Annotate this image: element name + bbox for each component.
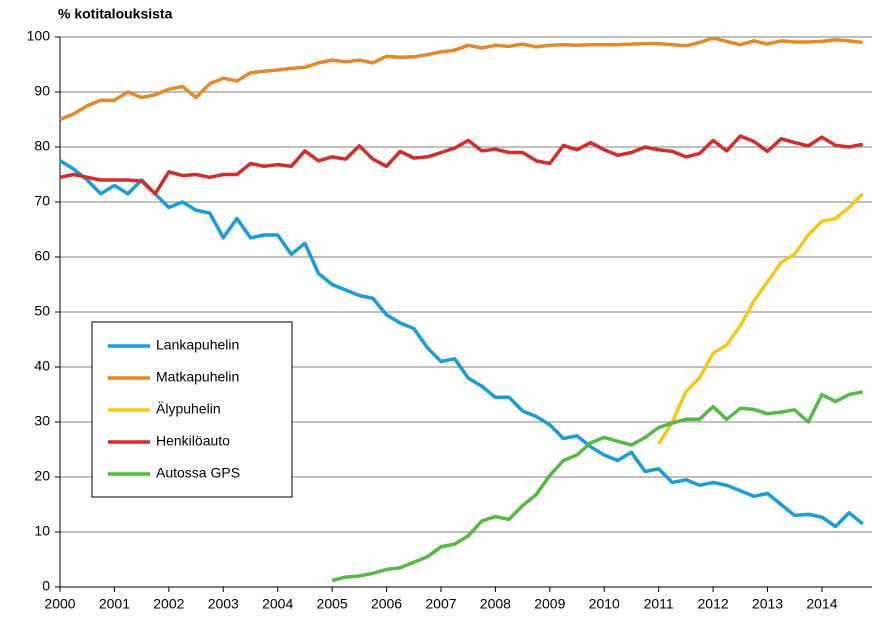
x-tick-label: 2010 <box>589 596 620 612</box>
x-tick-label: 2002 <box>153 596 184 612</box>
x-tick-label: 2013 <box>752 596 783 612</box>
chart-title: % kotitalouksista <box>58 6 173 22</box>
line-series <box>657 192 864 445</box>
y-tick-label: 60 <box>34 248 50 264</box>
y-tick-label: 80 <box>34 138 50 154</box>
x-tick-label: 2007 <box>425 596 456 612</box>
legend-label: Autossa GPS <box>156 465 240 481</box>
legend-label: Lankapuhelin <box>156 337 239 353</box>
y-tick-label: 30 <box>34 413 50 429</box>
x-tick-label: 2008 <box>480 596 511 612</box>
x-tick-label: 2009 <box>534 596 565 612</box>
legend-label: Matkapuhelin <box>156 369 239 385</box>
y-tick-label: 10 <box>34 523 50 539</box>
line-series <box>59 134 864 196</box>
line-series <box>331 390 864 583</box>
legend-label: Henkilöauto <box>156 433 230 449</box>
line-series <box>59 159 864 529</box>
y-tick-label: 0 <box>42 578 50 594</box>
y-tick-label: 100 <box>27 28 51 44</box>
y-tick-label: 40 <box>34 358 50 374</box>
x-tick-label: 2000 <box>44 596 75 612</box>
y-tick-label: 20 <box>34 468 50 484</box>
x-tick-label: 2006 <box>371 596 402 612</box>
x-tick-label: 2011 <box>644 596 674 612</box>
legend-label: Älypuhelin <box>156 401 221 417</box>
y-tick-label: 90 <box>34 83 50 99</box>
line-series <box>59 36 863 122</box>
x-tick-label: 2003 <box>208 596 239 612</box>
x-tick-label: 2001 <box>99 596 130 612</box>
x-tick-label: 2005 <box>317 596 348 612</box>
y-tick-label: 50 <box>34 303 50 319</box>
x-tick-label: 2004 <box>262 596 293 612</box>
x-tick-label: 2014 <box>806 596 837 612</box>
y-tick-label: 70 <box>34 193 50 209</box>
x-tick-label: 2012 <box>698 596 729 612</box>
